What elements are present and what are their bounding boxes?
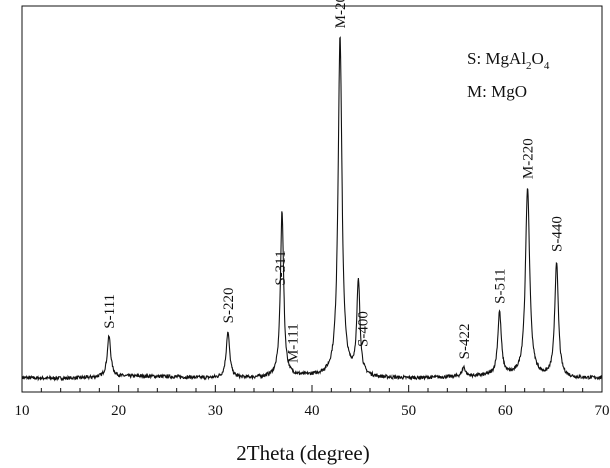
peak-label: S-511 [493,269,509,304]
peak-label: S-440 [550,216,566,252]
x-tick-label: 50 [401,403,416,419]
peak-label: M-220 [521,138,537,179]
xrd-pattern-line [21,36,603,382]
peak-label: M-111 [286,323,302,363]
x-tick-label: 60 [498,403,513,419]
legend-s-entry: S: MgAl2O4 [467,49,550,72]
peak-label: S-311 [273,250,289,285]
x-tick-label: 10 [15,403,30,419]
peak-label: M-200 [333,0,349,28]
x-tick-label: 20 [111,403,126,419]
legend: S: MgAl2O4 M: MgO [467,49,550,101]
legend-m-entry: M: MgO [467,82,527,101]
peak-label: S-220 [221,288,237,324]
x-axis-label: 2Theta (degree) [236,441,370,465]
x-axis-tick-labels: 10 20 30 40 50 60 70 [15,403,610,419]
x-tick-label: 70 [595,403,610,419]
x-tick-label: 30 [208,403,223,419]
peak-label: S-422 [457,323,473,359]
peak-labels: S-111 S-220 S-311 M-111 M-200 S-400 S-422 S-511… [102,0,566,363]
peak-label: S-400 [355,311,371,347]
x-axis-ticks [21,385,603,392]
peak-label: S-111 [102,294,118,329]
x-tick-label: 40 [305,403,320,419]
